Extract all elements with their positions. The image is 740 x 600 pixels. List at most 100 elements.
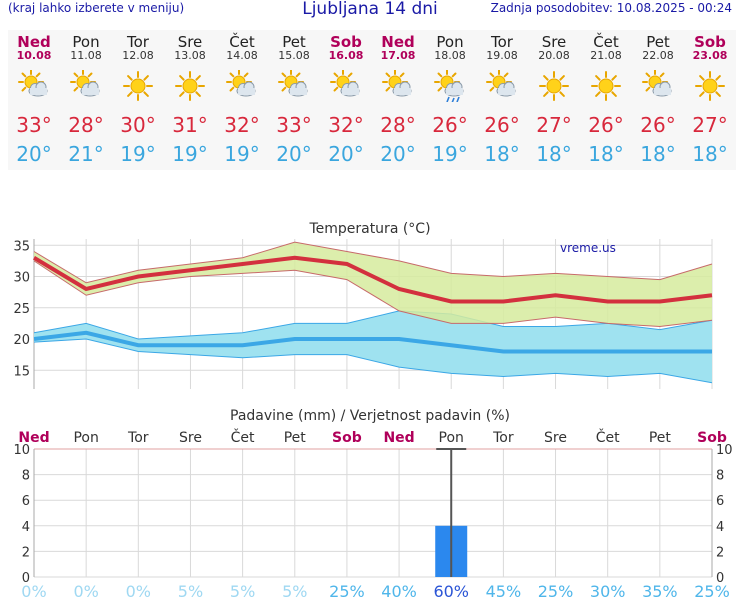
max-temperature: 26° bbox=[588, 113, 624, 137]
min-temperature-band bbox=[34, 310, 712, 383]
min-temperature: 18° bbox=[588, 142, 624, 166]
max-temperature: 26° bbox=[640, 113, 676, 137]
y-tick-label: 35 bbox=[13, 239, 30, 254]
forecast-day: Čet 21.08 26° 18° bbox=[580, 30, 632, 170]
sun-icon bbox=[123, 71, 153, 101]
y-tick-label-right: 4 bbox=[716, 520, 724, 535]
y-tick-label-right: 2 bbox=[716, 545, 724, 560]
max-temperature: 32° bbox=[224, 113, 260, 137]
max-temperature: 27° bbox=[692, 113, 728, 137]
location-menu-hint[interactable]: (kraj lahko izberete v meniju) bbox=[8, 1, 185, 15]
sun-cloud-icon bbox=[70, 70, 100, 97]
precipitation-probability: 35% bbox=[642, 582, 678, 600]
forecast-day: Ned 10.08 33° 20° bbox=[8, 30, 60, 170]
day-name: Čet bbox=[593, 33, 619, 51]
day-name: Sob bbox=[330, 33, 362, 51]
min-temperature: 18° bbox=[640, 142, 676, 166]
forecast-day: Pet 15.08 33° 20° bbox=[268, 30, 320, 170]
max-band-group bbox=[34, 242, 712, 327]
max-temperature-band-lower bbox=[33, 260, 713, 328]
precipitation-probability: 60% bbox=[433, 582, 469, 600]
min-temperature-line bbox=[33, 330, 712, 354]
day-label: Sre bbox=[544, 430, 567, 446]
y-tick-label: 4 bbox=[22, 520, 30, 535]
day-date: 11.08 bbox=[70, 49, 102, 62]
day-date: 23.08 bbox=[692, 49, 728, 62]
precipitation-probability: 45% bbox=[486, 582, 522, 600]
day-date: 13.08 bbox=[174, 49, 206, 62]
day-date: 15.08 bbox=[278, 49, 310, 62]
day-label: Pon bbox=[73, 430, 98, 446]
max-temperature: 33° bbox=[16, 113, 52, 137]
day-name: Sre bbox=[177, 33, 203, 51]
precipitation-chart: Padavine (mm) / Verjetnost padavin (%) Ne… bbox=[13, 408, 732, 600]
min-temperature: 20° bbox=[276, 142, 312, 166]
day-name: Sob bbox=[694, 33, 726, 51]
day-label: Sre bbox=[179, 430, 202, 446]
day-name: Ned bbox=[381, 33, 415, 51]
min-temperature: 18° bbox=[484, 142, 520, 166]
max-temperature: 30° bbox=[120, 113, 156, 137]
forecast-day: Tor 12.08 30° 19° bbox=[112, 30, 164, 170]
forecast-day: Sre 20.08 27° 18° bbox=[528, 30, 580, 170]
precipitation-probability: 25% bbox=[329, 582, 365, 600]
day-label: Ned bbox=[18, 430, 49, 446]
day-date: 14.08 bbox=[226, 49, 258, 62]
precipitation-probability: 5% bbox=[282, 582, 307, 600]
max-temperature: 26° bbox=[484, 113, 520, 137]
max-temperature: 32° bbox=[328, 113, 364, 137]
day-label: Tor bbox=[127, 430, 149, 446]
day-label: Čet bbox=[596, 428, 620, 446]
precipitation-probability: 0% bbox=[126, 582, 151, 600]
min-temperature: 20° bbox=[16, 142, 52, 166]
max-temperature-line bbox=[32, 255, 713, 304]
sun-icon bbox=[695, 71, 725, 101]
page-title: Ljubljana 14 dni bbox=[302, 0, 438, 19]
day-name: Sre bbox=[541, 33, 567, 51]
max-temperature: 33° bbox=[276, 113, 312, 137]
sun-cloud-rain-icon bbox=[434, 70, 464, 102]
day-label: Čet bbox=[231, 428, 255, 446]
y-tick-label: 6 bbox=[22, 494, 30, 509]
min-temperature: 18° bbox=[692, 142, 728, 166]
day-label: Tor bbox=[492, 430, 514, 446]
max-temperature: 28° bbox=[380, 113, 416, 137]
min-temperature: 21° bbox=[68, 142, 104, 166]
forecast-day: Pon 11.08 28° 21° bbox=[60, 30, 112, 170]
forecast-day: Sre 13.08 31° 19° bbox=[164, 30, 216, 170]
day-label: Pon bbox=[439, 430, 464, 446]
y-tick-label-right: 0 bbox=[716, 571, 724, 586]
page-header: (kraj lahko izberete v meniju) Ljubljana… bbox=[0, 0, 740, 20]
day-date: 12.08 bbox=[122, 49, 154, 62]
day-name: Čet bbox=[229, 33, 255, 51]
precipitation-probability: 30% bbox=[590, 582, 626, 600]
forecast-day: Sob 23.08 27° 18° bbox=[684, 30, 736, 170]
day-label: Pet bbox=[284, 430, 307, 446]
precipitation-probability: 25% bbox=[694, 582, 730, 600]
day-label: Ned bbox=[383, 430, 414, 446]
max-temperature-band-upper bbox=[33, 241, 713, 284]
sun-icon bbox=[591, 71, 621, 101]
y-tick-label-right: 8 bbox=[716, 469, 724, 484]
day-date: 16.08 bbox=[328, 49, 364, 62]
min-temperature: 19° bbox=[224, 142, 260, 166]
day-date: 18.08 bbox=[434, 49, 466, 62]
precipitation-probability: 0% bbox=[21, 582, 46, 600]
sun-cloud-icon bbox=[382, 70, 412, 97]
y-tick-label: 25 bbox=[13, 302, 30, 317]
min-temperature: 19° bbox=[432, 142, 468, 166]
day-name: Pon bbox=[72, 33, 100, 51]
max-temperature: 26° bbox=[432, 113, 468, 137]
day-name: Ned bbox=[17, 33, 51, 51]
day-date: 17.08 bbox=[380, 49, 416, 62]
y-tick-label: 2 bbox=[22, 545, 30, 560]
max-temperature: 27° bbox=[536, 113, 572, 137]
day-name: Pet bbox=[282, 33, 306, 51]
sun-cloud-icon bbox=[486, 70, 516, 97]
sun-icon bbox=[175, 71, 205, 101]
max-temperature: 28° bbox=[68, 113, 104, 137]
sun-cloud-icon bbox=[278, 70, 308, 97]
temperature-chart-title: Temperatura (°C) bbox=[308, 221, 430, 237]
min-temperature-band-upper bbox=[33, 310, 713, 340]
y-tick-label: 10 bbox=[13, 443, 30, 458]
